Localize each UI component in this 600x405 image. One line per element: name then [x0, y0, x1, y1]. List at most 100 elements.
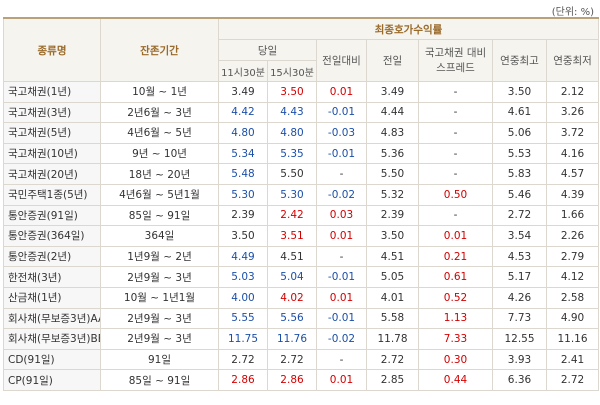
- header-cell: 종류명: [3, 17, 101, 82]
- table-row: 국고채권(10년) 9년 ~ 10년 5.34 5.35 -0.01 5.36-5.53 4…: [3, 142, 600, 165]
- value-cell: 0.01: [316, 225, 367, 247]
- value-cell: -0.01: [316, 142, 367, 165]
- bond-name: CD(91일): [3, 348, 101, 371]
- value-cell: 4.53: [492, 245, 547, 268]
- value-cell: -: [418, 204, 493, 227]
- value-cell: 2.39: [218, 204, 268, 227]
- value-cell: 0.44: [418, 369, 493, 391]
- table-row: 국민주택1종(5년) 4년6월 ~ 5년1월 5.30 5.30 -0.02 5.32 0.…: [3, 183, 600, 206]
- table-body: 국고채권(1년) 10월 ~ 1년 3.49 3.50 0.01 3.49-3.50 2.1…: [3, 81, 600, 391]
- value-cell: 5.35: [267, 142, 317, 165]
- table-row: CP(91일) 85일 ~ 91일 2.86 2.86 0.01 2.85 0.44 6.36…: [3, 369, 600, 391]
- bond-name: 국민주택1종(5년): [3, 183, 101, 206]
- value-cell: -: [418, 163, 493, 185]
- value-cell: 2.79: [545, 245, 600, 268]
- value-cell: 4.43: [267, 101, 317, 124]
- value-cell: 7.73: [492, 307, 547, 330]
- table-row: 국고채권(3년) 2년6월 ~ 3년 4.42 4.43 -0.01 4.44-4.61 3…: [3, 101, 600, 124]
- table-row: 산금채(1년) 10월 ~ 1년1월 4.00 4.02 0.01 4.01 0.52 4.2…: [3, 286, 600, 309]
- value-cell: 4.51: [267, 245, 317, 268]
- period: 2년9월 ~ 3년: [100, 328, 219, 350]
- value-cell: 0.52: [418, 286, 493, 309]
- value-cell: 2.86: [218, 369, 268, 391]
- value-cell: 0.03: [316, 204, 367, 227]
- value-cell: 11.76: [267, 328, 317, 350]
- value-cell: 3.49: [366, 81, 419, 103]
- table-row: 통안증권(364일) 364일 3.50 3.51 0.01 3.50 0.01 3.54 2.…: [3, 225, 600, 247]
- value-cell: 5.30: [267, 183, 317, 206]
- period: 91일: [100, 348, 219, 371]
- value-cell: 4.16: [545, 142, 600, 165]
- value-cell: 4.00: [218, 286, 268, 309]
- header-cell: 연중최고: [492, 39, 547, 82]
- value-cell: 5.06: [492, 122, 547, 144]
- value-cell: 2.58: [545, 286, 600, 309]
- value-cell: 2.72: [366, 348, 419, 371]
- value-cell: 4.83: [366, 122, 419, 144]
- value-cell: 2.72: [545, 369, 600, 391]
- value-cell: 2.72: [492, 204, 547, 227]
- table-row: 통안증권(91일) 85일 ~ 91일 2.39 2.42 0.03 2.39-2.72 1…: [3, 204, 600, 227]
- value-cell: -0.02: [316, 328, 367, 350]
- bond-name: 회사채(무보증3년)AA-: [3, 307, 101, 330]
- bond-name: 통안증권(364일): [3, 225, 101, 247]
- value-cell: 0.21: [418, 245, 493, 268]
- unit-label: (단위: %): [551, 7, 594, 18]
- period: 18년 ~ 20년: [100, 163, 219, 185]
- table-row: 국고채권(5년) 4년6월 ~ 5년 4.80 4.80 -0.03 4.83-5.06 3…: [3, 122, 600, 144]
- value-cell: 0.30: [418, 348, 493, 371]
- value-cell: 2.85: [366, 369, 419, 391]
- period: 85일 ~ 91일: [100, 204, 219, 227]
- period: 9년 ~ 10년: [100, 142, 219, 165]
- header-cell: 전일대비: [316, 39, 367, 82]
- value-cell: -: [418, 122, 493, 144]
- value-cell: 2.72: [267, 348, 317, 371]
- value-cell: 4.44: [366, 101, 419, 124]
- value-cell: 3.93: [492, 348, 547, 371]
- header-cell: 전일: [366, 39, 419, 82]
- value-cell: 3.26: [545, 101, 600, 124]
- value-cell: 4.80: [218, 122, 268, 144]
- value-cell: 0.01: [316, 369, 367, 391]
- value-cell: 5.34: [218, 142, 268, 165]
- bond-name: 국고채권(20년): [3, 163, 101, 185]
- value-cell: 4.42: [218, 101, 268, 124]
- table-row: CD(91일) 91일 2.72 2.72-2.72 0.30 3.93 2.41: [3, 348, 600, 371]
- value-cell: 0.61: [418, 266, 493, 288]
- value-cell: 2.39: [366, 204, 419, 227]
- value-cell: 3.50: [218, 225, 268, 247]
- value-cell: 0.50: [418, 183, 493, 206]
- value-cell: 4.61: [492, 101, 547, 124]
- value-cell: -0.01: [316, 101, 367, 124]
- value-cell: 3.54: [492, 225, 547, 247]
- value-cell: -0.01: [316, 266, 367, 288]
- value-cell: 4.57: [545, 163, 600, 185]
- period: 2년6월 ~ 3년: [100, 101, 219, 124]
- value-cell: 1.13: [418, 307, 493, 330]
- value-cell: -: [316, 245, 367, 268]
- value-cell: 11.78: [366, 328, 419, 350]
- value-cell: -: [418, 101, 493, 124]
- bond-name: 국고채권(3년): [3, 101, 101, 124]
- bond-name: 통안증권(91일): [3, 204, 101, 227]
- value-cell: 4.02: [267, 286, 317, 309]
- value-cell: 5.05: [366, 266, 419, 288]
- value-cell: 11.16: [545, 328, 600, 350]
- value-cell: 5.17: [492, 266, 547, 288]
- bond-name: CP(91일): [3, 369, 101, 391]
- value-cell: 3.50: [366, 225, 419, 247]
- value-cell: 6.36: [492, 369, 547, 391]
- value-cell: 4.51: [366, 245, 419, 268]
- period: 4년6월 ~ 5년: [100, 122, 219, 144]
- value-cell: 4.49: [218, 245, 268, 268]
- period: 1년9월 ~ 2년: [100, 245, 219, 268]
- value-cell: 2.41: [545, 348, 600, 371]
- value-cell: 0.01: [316, 81, 367, 103]
- bond-name: 국고채권(1년): [3, 81, 101, 103]
- period: 10월 ~ 1년: [100, 81, 219, 103]
- period: 10월 ~ 1년1월: [100, 286, 219, 309]
- value-cell: 5.56: [267, 307, 317, 330]
- value-cell: 2.26: [545, 225, 600, 247]
- value-cell: 5.04: [267, 266, 317, 288]
